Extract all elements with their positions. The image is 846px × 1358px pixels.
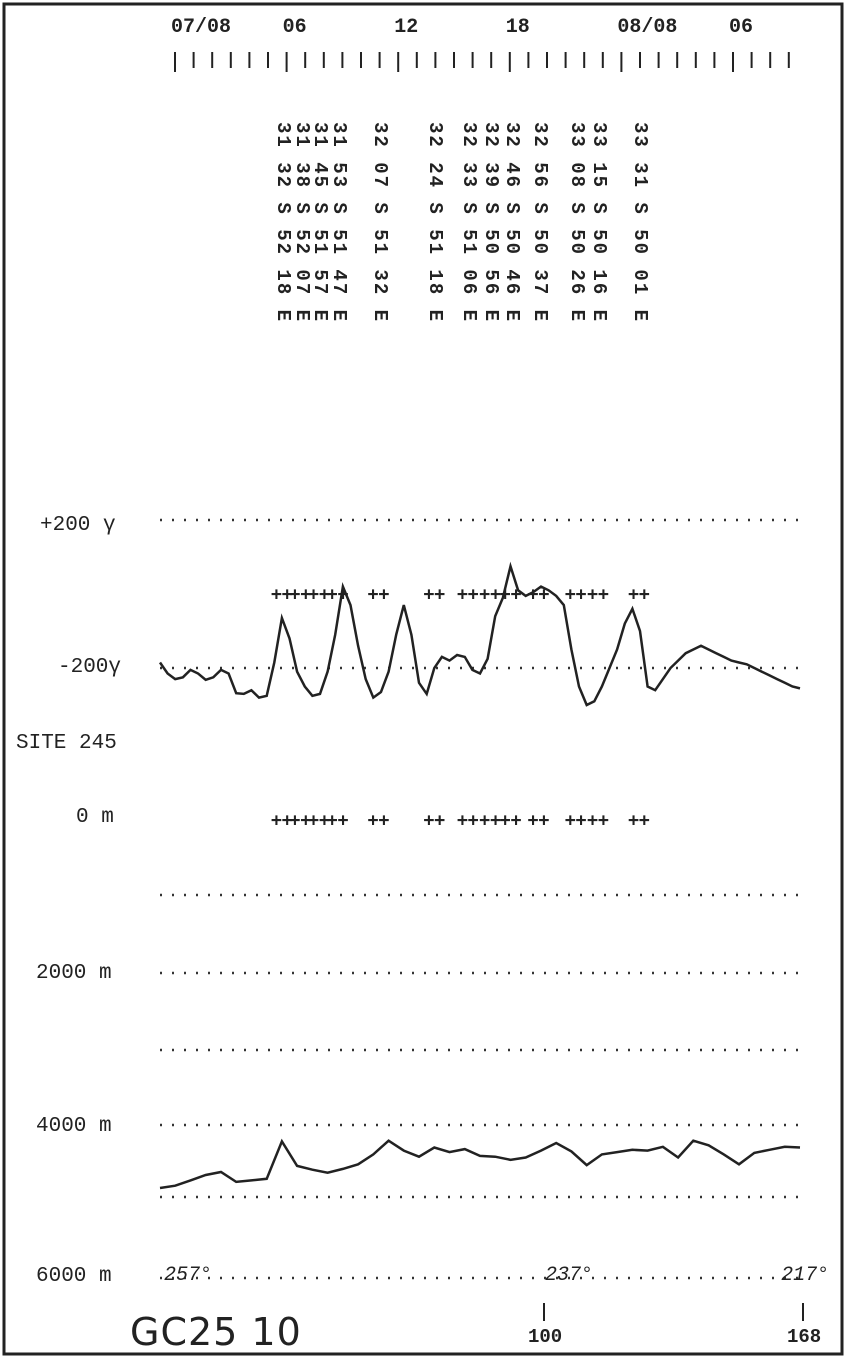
mag-bottom-label: -200γ (58, 656, 122, 679)
plus-marker: ++ (327, 810, 349, 831)
plus-marker: ++ (628, 584, 650, 605)
position-label: 33 31 S 50 01 E (629, 122, 651, 372)
cruise-title: GC25 10 (130, 1310, 302, 1354)
position-text: 33 15 S 50 16 E (588, 122, 611, 324)
time-label: 06 (729, 16, 754, 39)
position-label: 33 08 S 50 26 E (566, 122, 588, 372)
dotted-grid (160, 518, 806, 1280)
plus-marker: ++ (565, 810, 587, 831)
depth-label-6000: 6000 m (36, 1265, 112, 1288)
position-text: 32 46 S 50 46 E (500, 122, 523, 324)
plus-marker: ++ (565, 584, 587, 605)
plus-marker: ++ (423, 584, 445, 605)
site-label: SITE 245 (16, 732, 117, 755)
position-text: 32 07 S 51 32 E (368, 122, 391, 324)
plus-marker-rows: ++++++++ ++ ++ ++ ++++ ++ ++ ++ ++++++++++ ++ ++ ++… (271, 584, 650, 831)
magnetics-series-line (158, 561, 801, 707)
time-label: 18 (505, 16, 530, 39)
time-label: 08/08 (617, 16, 678, 39)
plus-marker: ++ (479, 810, 501, 831)
heading-label: 217° (781, 1264, 830, 1287)
plus-marker: ++ (290, 810, 312, 831)
plus-marker: ++ (308, 584, 330, 605)
distance-label: 168 (787, 1326, 822, 1348)
position-label: 32 33 S 51 06 E (458, 122, 480, 372)
heading-label: 257° (164, 1264, 213, 1287)
position-text: 32 33 S 51 06 E (457, 122, 480, 324)
position-text: 31 53 S 51 47 E (327, 122, 350, 324)
plus-marker: ++ (271, 584, 293, 605)
position-label: 32 46 S 50 46 E (501, 122, 523, 372)
plus-marker: ++ (528, 810, 550, 831)
plus-marker: ++ (628, 810, 650, 831)
plus-marker: ++ (368, 584, 390, 605)
depth-label-0: 0 m (76, 806, 114, 829)
bathymetry-series-line (159, 1138, 801, 1190)
plus-marker: ++ (423, 810, 445, 831)
position-label: 32 56 S 50 37 E (529, 122, 551, 372)
distance-label: 100 (527, 1326, 563, 1348)
plus-marker: ++ (308, 810, 330, 831)
plus-marker: ++ (479, 584, 501, 605)
mag-top-label: +200 γ (40, 514, 116, 537)
time-label: 07/08 (171, 16, 232, 39)
plus-marker: ++ (500, 810, 522, 831)
distance-tick (542, 1303, 545, 1321)
position-label: 33 15 S 50 16 E (588, 122, 610, 372)
distance-tick (802, 1303, 804, 1321)
plus-marker: ++ (457, 810, 479, 831)
time-tick-row (174, 52, 790, 72)
time-label: 12 (394, 16, 419, 39)
time-label: 06 (282, 16, 307, 39)
position-text: 32 24 S 51 18 E (424, 122, 447, 324)
position-label: 32 07 S 51 32 E (369, 122, 391, 372)
plus-marker: ++ (271, 810, 293, 831)
position-text: 33 08 S 50 26 E (565, 122, 588, 324)
depth-label-4000: 4000 m (36, 1115, 112, 1138)
position-label: 32 24 S 51 18 E (424, 122, 446, 372)
plus-marker: ++ (368, 810, 390, 831)
heading-label: 237° (544, 1264, 593, 1287)
position-text: 32 56 S 50 37 E (528, 122, 551, 324)
plus-marker: ++ (290, 584, 312, 605)
depth-label-2000: 2000 m (36, 962, 112, 985)
plus-marker: ++ (587, 810, 609, 831)
position-text: 33 31 S 50 01 E (629, 122, 652, 324)
plus-marker: ++ (457, 584, 479, 605)
plus-marker: ++ (587, 584, 609, 605)
position-text: 32 39 S 50 56 E (480, 122, 503, 324)
position-label: 31 53 S 51 47 E (328, 122, 350, 372)
position-label: 32 39 S 50 56 E (480, 122, 502, 372)
